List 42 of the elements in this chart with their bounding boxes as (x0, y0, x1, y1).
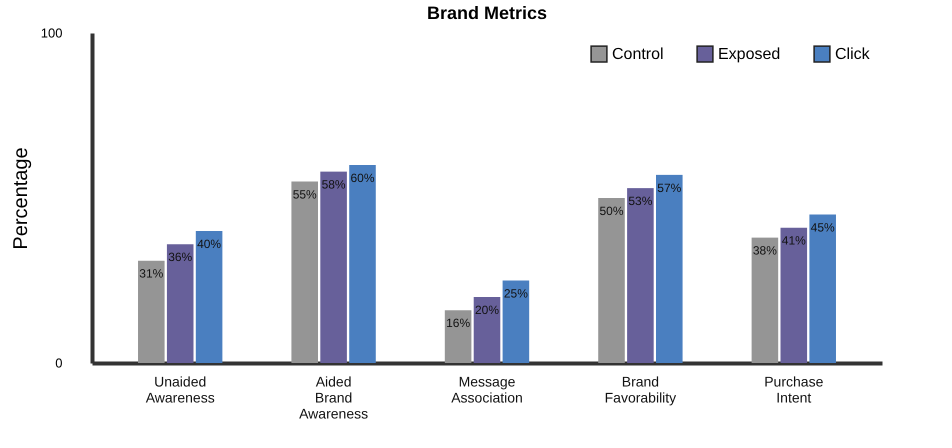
x-tick-label: Purchase Intent (764, 374, 824, 406)
text: 50% (599, 204, 624, 218)
y-tick-label: 0 (55, 356, 62, 370)
x-tick-label: Brand Favorability (604, 374, 676, 406)
bar (752, 238, 778, 363)
bar (809, 214, 836, 363)
text: 25% (504, 286, 528, 300)
text: 58% (322, 178, 346, 192)
legend-label: Exposed (718, 46, 780, 64)
text: 36% (168, 250, 192, 264)
text: 20% (474, 303, 500, 317)
text: 57% (657, 180, 682, 195)
bar (656, 174, 683, 363)
text: 53% (628, 194, 652, 208)
text: 31% (139, 266, 164, 281)
legend-label: Control (612, 46, 664, 64)
text: 38% (752, 244, 777, 258)
bar (627, 188, 654, 363)
y-axis-title: Percentage (10, 147, 32, 250)
text: 40% (197, 237, 222, 251)
bar (196, 231, 222, 363)
bar (474, 297, 500, 363)
bar (780, 228, 808, 363)
bar (138, 260, 165, 363)
text: 45% (810, 220, 835, 234)
text: 41% (782, 234, 806, 248)
x-tick-label: Aided Brand Awareness (299, 374, 368, 422)
bar (349, 165, 376, 363)
text: 60% (350, 171, 375, 185)
y-tick-label: 100 (40, 26, 62, 40)
bar (320, 172, 347, 363)
x-tick-label: Unaided Awareness (146, 374, 215, 406)
text: 55% (292, 188, 317, 202)
x-tick-label: Message Association (451, 374, 523, 406)
legend-label: Click (835, 46, 871, 64)
chart-title: Brand Metrics (426, 3, 548, 23)
bar (291, 182, 318, 363)
bar (598, 198, 625, 363)
bar (444, 310, 472, 363)
bar (502, 280, 530, 363)
bar (166, 244, 194, 363)
text: 16% (446, 316, 470, 330)
